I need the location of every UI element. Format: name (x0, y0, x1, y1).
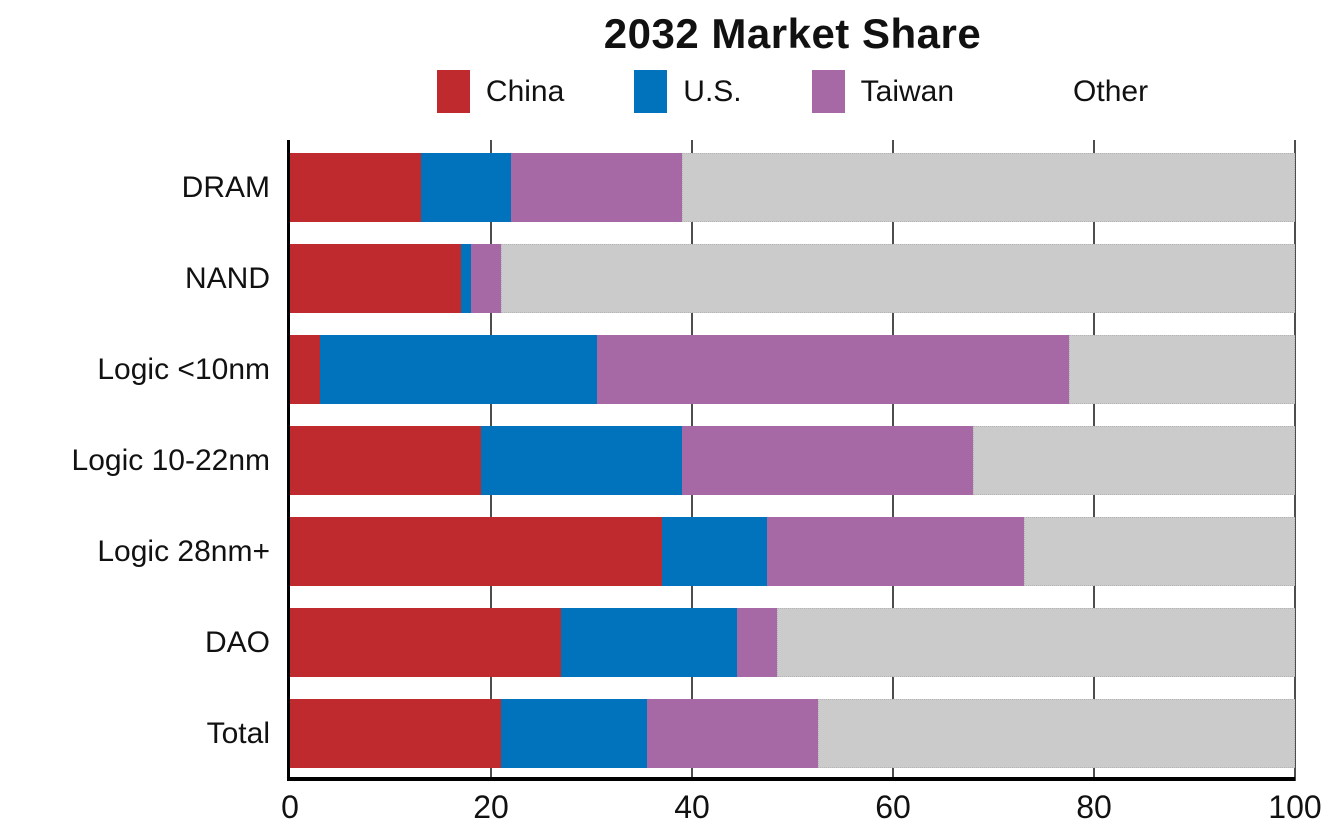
bar-track (290, 517, 1295, 586)
category-label: Logic <10nm (97, 353, 270, 386)
category-label: Logic 28nm+ (97, 535, 270, 568)
bar-segment-china (290, 699, 502, 768)
bar-segment-other (777, 608, 1295, 677)
bar-segment-other (973, 426, 1295, 495)
category-label: DAO (204, 626, 270, 659)
x-tick-label: 40 (674, 789, 710, 825)
legend-label: Other (1073, 74, 1149, 108)
bar-track (290, 244, 1295, 313)
x-tick-label: 60 (875, 789, 911, 825)
bar-row: Logic 10-22nm (0, 426, 1295, 495)
bar-segment-us (320, 335, 597, 404)
bar-segment-china (290, 153, 421, 222)
bar-row: Logic <10nm (0, 335, 1295, 404)
bar-segment-us (480, 426, 682, 495)
bar-row: Logic 28nm+ (0, 517, 1295, 586)
bar-segment-us (661, 517, 768, 586)
x-tick-label: 20 (473, 789, 509, 825)
bar-segment-taiwan (767, 517, 1024, 586)
bar-segment-us (561, 608, 738, 677)
x-tick-label: 0 (281, 789, 299, 825)
legend-swatch-icon (436, 70, 470, 113)
bar-segment-china (290, 426, 481, 495)
bar-row: Total (0, 699, 1295, 768)
x-axis-line (287, 777, 1295, 781)
bar-track (290, 153, 1295, 222)
category-label: Logic 10-22nm (71, 444, 270, 477)
legend-label: China (485, 74, 565, 108)
bar-row: DRAM (0, 153, 1295, 222)
legend-swatch-icon (811, 70, 845, 113)
bar-segment-taiwan (737, 608, 778, 677)
bar-track (290, 426, 1295, 495)
bar-segment-other (681, 153, 1295, 222)
gridline-100 (1294, 140, 1296, 781)
bar-segment-taiwan (511, 153, 682, 222)
bar-segment-other (817, 699, 1295, 768)
bar-segment-us (420, 153, 512, 222)
bar-track (290, 608, 1295, 677)
chart-header: 2032 Market Share China U.S. Taiwan Other (290, 10, 1295, 118)
legend: China U.S. Taiwan Other (436, 70, 1148, 113)
legend-item-china: China (436, 70, 565, 113)
legend-label: U.S. (683, 74, 742, 108)
category-label: DRAM (181, 171, 270, 204)
category-label: Total (206, 717, 270, 750)
bar-track (290, 335, 1295, 404)
bar-segment-taiwan (470, 244, 502, 313)
x-tick-label: 80 (1076, 789, 1112, 825)
bar-segment-china (290, 335, 321, 404)
x-tick-label: 100 (1268, 789, 1322, 825)
legend-swatch-icon (634, 70, 668, 113)
category-label: NAND (184, 262, 270, 295)
legend-label: Taiwan (860, 74, 955, 108)
bar-rows: DRAM NAND Logic <10nm Logic 10-22nm Logic 28… (0, 140, 1295, 768)
chart-title: 2032 Market Share (603, 10, 982, 57)
bar-segment-taiwan (646, 699, 818, 768)
bar-segment-other (1068, 335, 1295, 404)
bar-track (290, 699, 1295, 768)
bar-segment-us (501, 699, 647, 768)
bar-segment-taiwan (681, 426, 974, 495)
legend-item-other: Other (1024, 75, 1148, 109)
legend-item-us: U.S. (634, 70, 742, 113)
legend-item-taiwan: Taiwan (811, 70, 955, 113)
bar-row: DAO (0, 608, 1295, 677)
bar-segment-other (501, 244, 1295, 313)
x-axis-tick-labels: 0 20 40 60 80 100 (281, 781, 1322, 828)
bar-segment-taiwan (596, 335, 1069, 404)
bar-segment-china (290, 244, 461, 313)
bar-segment-us (460, 244, 471, 313)
bar-segment-china (290, 608, 562, 677)
bar-segment-china (290, 517, 662, 586)
bar-segment-other (1023, 517, 1295, 586)
bar-row: NAND (0, 244, 1295, 313)
plot-area: DRAM NAND Logic <10nm Logic 10-22nm Logic 28… (0, 140, 1296, 781)
